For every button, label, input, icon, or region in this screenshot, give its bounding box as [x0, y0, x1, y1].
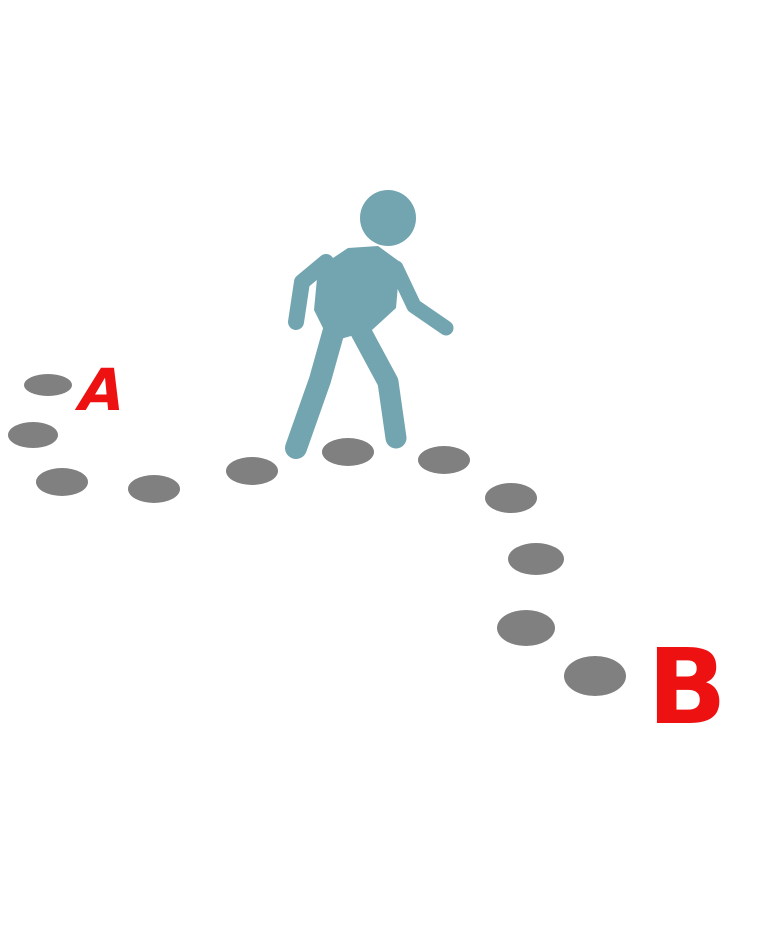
start-point-label: A: [71, 356, 133, 424]
stepping-stone: [322, 438, 374, 466]
walking-person-icon: [285, 190, 454, 459]
person-back-arm: [288, 254, 334, 330]
stepping-stone: [418, 446, 470, 474]
person-head: [360, 190, 416, 246]
person-front-arm: [388, 260, 454, 336]
person-front-leg: [349, 319, 407, 449]
stepping-stone: [24, 374, 72, 396]
person-torso: [314, 246, 400, 342]
stepping-stone: [485, 483, 537, 513]
stepping-stone: [226, 457, 278, 485]
end-point-label: B: [647, 626, 726, 748]
stepping-stone: [564, 656, 626, 696]
stepping-stone: [497, 610, 555, 646]
stepping-stone: [128, 475, 180, 503]
stepping-stones: [8, 374, 626, 696]
stepping-stone: [8, 422, 58, 448]
person-back-leg: [285, 319, 345, 459]
stepping-stone: [508, 543, 564, 575]
stepping-stone: [36, 468, 88, 496]
